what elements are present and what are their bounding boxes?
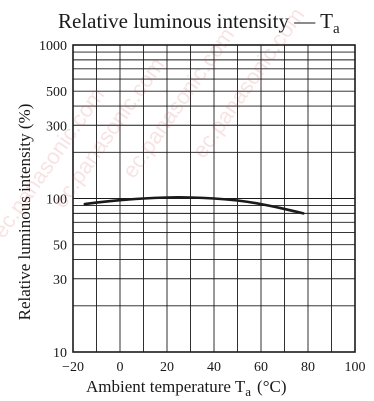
x-axis-label-main: Ambient temperature T [86,377,246,396]
y-tick-label: 100 [46,193,67,208]
x-tick-label: −20 [62,360,84,375]
x-tick-label: 0 [117,360,124,375]
y-tick-label: 50 [53,239,67,254]
x-tick-labels: −20 0 20 40 60 80 100 [62,360,365,375]
chart-title: Relative luminous intensity — Ta [58,9,340,37]
x-tick-label: 80 [301,360,315,375]
y-tick-label: 500 [46,85,67,100]
x-tick-label: 100 [345,360,366,375]
x-axis-label: Ambient temperature Ta (°C) [86,377,287,399]
y-axis-label: Relative luminous intensity (%) [15,104,34,321]
chart-title-main: Relative luminous intensity — T [58,9,333,33]
series-line [83,196,305,215]
x-axis-label-subscript: a [245,384,251,399]
plot-grid [73,45,355,352]
plot-frame [72,44,356,353]
x-tick-label: 20 [160,360,174,375]
y-tick-label: 300 [46,119,67,134]
x-tick-label: 40 [207,360,221,375]
chart-title-subscript: a [333,21,340,37]
series-layer [83,196,305,215]
y-tick-labels: 10 30 50 100 300 500 1000 [39,39,67,361]
x-tick-label: 60 [254,360,268,375]
x-axis-label-unit: (°C) [257,377,286,396]
y-tick-label: 30 [53,273,67,288]
y-tick-label: 1000 [39,39,67,54]
y-tick-label: 10 [53,346,67,361]
